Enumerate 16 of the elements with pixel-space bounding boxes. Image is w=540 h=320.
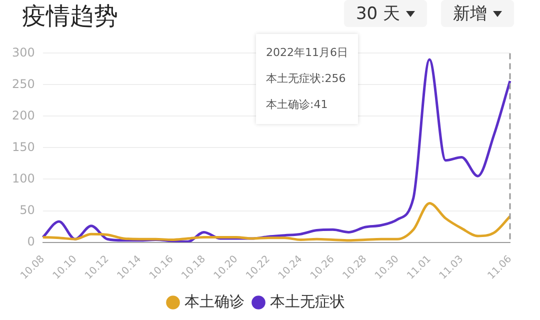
- y-tick-label: 200: [12, 108, 35, 122]
- annotation: 本土无症状:256: [266, 71, 347, 87]
- chart-title: 疫情趋势: [22, 1, 118, 32]
- y-tick-label: 250: [12, 76, 35, 91]
- y-tick-label: 50: [20, 202, 35, 217]
- y-tick-label: 150: [12, 140, 35, 154]
- legend-label: 本土无症状: [270, 292, 345, 310]
- legend-label: 本土确诊: [184, 292, 244, 310]
- text: 30 天: [356, 3, 400, 25]
- y-tick-label: 100: [12, 171, 35, 186]
- y-tick-label: 300: [12, 45, 35, 60]
- text: 新增: [453, 3, 487, 25]
- annotation: 本土确诊:41: [266, 97, 329, 113]
- y-tick-label: 0: [27, 234, 35, 248]
- line-series: [42, 202, 512, 242]
- annotation: 2022年11月6日: [266, 45, 348, 61]
